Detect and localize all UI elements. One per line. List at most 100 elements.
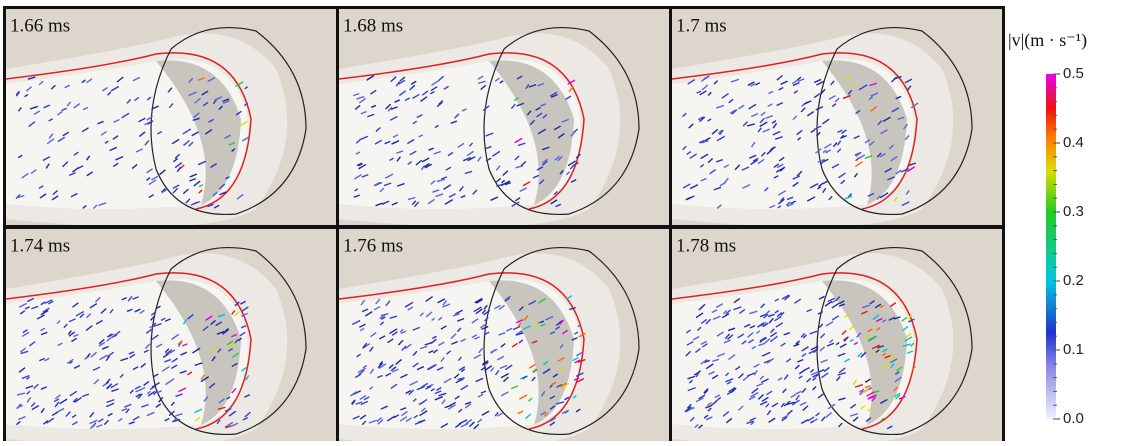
velocity-arrow bbox=[139, 309, 145, 315]
velocity-arrow bbox=[210, 347, 217, 353]
velocity-arrow bbox=[465, 418, 473, 425]
velocity-arrow bbox=[498, 304, 505, 310]
velocity-arrow bbox=[467, 156, 476, 162]
velocity-arrow bbox=[105, 378, 111, 385]
velocity-arrow bbox=[760, 111, 766, 117]
velocity-arrow bbox=[802, 334, 807, 339]
velocity-arrow bbox=[815, 148, 822, 154]
velocity-arrow bbox=[838, 397, 846, 401]
velocity-arrow bbox=[522, 375, 527, 380]
velocity-arrow bbox=[409, 150, 417, 156]
velocity-arrow bbox=[225, 425, 232, 429]
velocity-arrow bbox=[187, 313, 194, 320]
velocity-arrow bbox=[698, 394, 706, 400]
velocity-arrow bbox=[241, 366, 247, 372]
velocity-arrow bbox=[831, 163, 840, 169]
velocity-arrow bbox=[818, 323, 824, 329]
velocity-arrow bbox=[390, 366, 397, 372]
velocity-arrow bbox=[757, 127, 762, 133]
velocity-arrow bbox=[715, 396, 722, 403]
velocity-arrow bbox=[812, 376, 817, 381]
velocity-arrow bbox=[173, 157, 179, 163]
velocity-arrow bbox=[16, 392, 26, 396]
velocity-arrow bbox=[809, 182, 819, 189]
velocity-arrow bbox=[171, 357, 179, 363]
velocity-arrow bbox=[774, 298, 780, 302]
velocity-arrow bbox=[359, 327, 365, 332]
velocity-arrow bbox=[876, 195, 881, 200]
velocity-arrow bbox=[448, 193, 456, 198]
velocity-arrow bbox=[689, 416, 695, 422]
velocity-arrow bbox=[519, 187, 528, 192]
velocity-arrow bbox=[844, 358, 851, 363]
velocity-arrow bbox=[722, 410, 730, 417]
velocity-arrow bbox=[86, 171, 94, 177]
velocity-arrow bbox=[222, 327, 229, 335]
velocity-arrow bbox=[708, 371, 715, 376]
velocity-arrow bbox=[217, 406, 226, 411]
velocity-arrow bbox=[500, 373, 510, 379]
velocity-arrow bbox=[831, 315, 840, 321]
velocity-arrow bbox=[495, 165, 501, 171]
velocity-arrow bbox=[897, 116, 905, 121]
velocity-arrow bbox=[165, 349, 173, 355]
velocity-arrow bbox=[538, 297, 547, 304]
velocity-arrow bbox=[800, 107, 806, 113]
velocity-arrow bbox=[171, 333, 180, 340]
velocity-arrow bbox=[378, 363, 387, 370]
velocity-arrow bbox=[233, 311, 240, 317]
velocity-arrow bbox=[235, 110, 242, 116]
velocity-arrow bbox=[353, 194, 360, 198]
velocity-arrow bbox=[146, 177, 151, 182]
velocity-arrow bbox=[773, 163, 780, 168]
red-contour bbox=[339, 272, 585, 430]
velocity-arrow bbox=[16, 194, 25, 199]
velocity-arrow bbox=[716, 204, 722, 209]
velocity-arrow bbox=[794, 364, 800, 370]
velocity-arrow bbox=[765, 403, 770, 408]
velocity-arrow bbox=[737, 333, 745, 339]
velocity-arrow bbox=[38, 80, 44, 86]
velocity-arrow bbox=[561, 329, 568, 335]
velocity-arrow bbox=[482, 360, 489, 365]
velocity-arrow bbox=[514, 197, 521, 202]
velocity-arrow bbox=[705, 416, 713, 421]
velocity-arrow bbox=[473, 423, 480, 430]
velocity-arrow bbox=[682, 183, 691, 189]
velocity-arrow bbox=[138, 117, 146, 123]
velocity-arrow bbox=[786, 201, 791, 206]
velocity-arrow bbox=[908, 318, 915, 323]
velocity-arrow bbox=[783, 332, 791, 336]
velocity-arrow bbox=[701, 84, 709, 91]
velocity-arrow bbox=[857, 352, 863, 358]
velocity-arrow bbox=[494, 77, 500, 82]
velocity-arrow bbox=[542, 158, 548, 164]
velocity-arrow bbox=[468, 421, 475, 428]
velocity-arrow bbox=[692, 335, 700, 341]
velocity-arrow bbox=[98, 418, 104, 423]
velocity-arrow bbox=[705, 404, 712, 409]
velocity-arrow bbox=[19, 310, 26, 315]
velocity-arrow bbox=[167, 87, 173, 93]
velocity-arrow bbox=[392, 368, 399, 373]
velocity-arrow bbox=[528, 397, 533, 402]
velocity-arrow bbox=[426, 383, 434, 388]
velocity-arrow bbox=[73, 333, 79, 338]
velocity-arrow bbox=[244, 394, 251, 398]
velocity-arrow bbox=[908, 162, 917, 167]
velocity-arrow bbox=[146, 115, 153, 121]
velocity-arrow bbox=[360, 110, 367, 115]
velocity-arrow bbox=[232, 352, 240, 358]
velocity-arrow bbox=[785, 358, 792, 363]
velocity-arrow bbox=[245, 375, 250, 381]
velocity-arrow bbox=[766, 148, 773, 155]
velocity-arrow bbox=[26, 390, 31, 395]
velocity-arrow bbox=[711, 309, 718, 314]
velocity-arrow bbox=[224, 407, 232, 412]
velocity-arrow bbox=[879, 398, 888, 405]
velocity-arrow bbox=[809, 330, 818, 335]
velocity-arrow bbox=[231, 362, 238, 368]
velocity-arrow bbox=[98, 341, 106, 347]
velocity-arrow bbox=[64, 84, 71, 89]
velocity-arrow bbox=[502, 376, 509, 383]
